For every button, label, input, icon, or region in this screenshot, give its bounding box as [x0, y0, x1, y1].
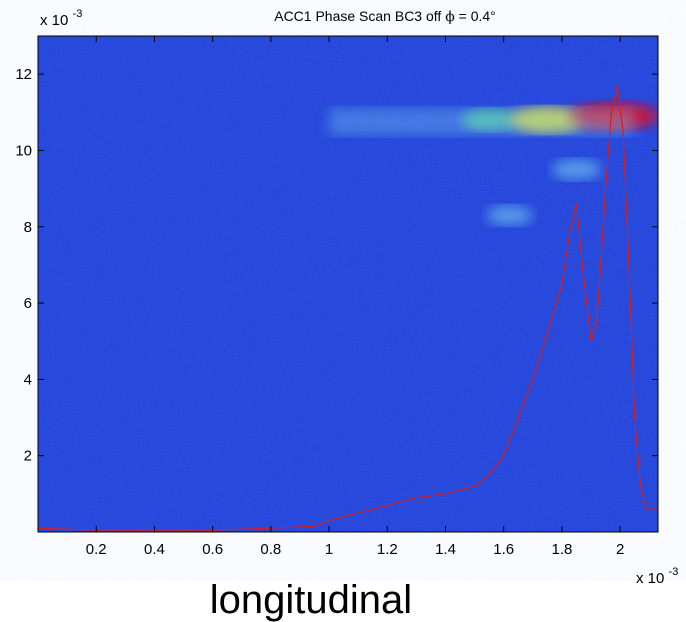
chart-title: ACC1 Phase Scan BC3 off ϕ = 0.4° [274, 8, 496, 25]
x-axis-ticks: 0.2 0.4 0.6 0.8 1 1.2 1.4 1.6 1.8 2 [86, 36, 624, 558]
y-multiplier-base: x 10 [40, 12, 68, 29]
chart-title-text: ACC1 Phase Scan BC3 off [274, 8, 441, 24]
x-tick-label: 0.4 [144, 541, 165, 558]
chart-title-value: = 0.4° [459, 8, 496, 24]
x-tick-label: 0.8 [260, 541, 281, 558]
x-tick-label: 0.2 [86, 541, 107, 558]
y-tick-label: 8 [24, 219, 32, 236]
y-axis-multiplier: x 10 -3 [40, 8, 82, 29]
y-tick-label: 4 [24, 371, 32, 388]
x-axis-label: longitudinal [210, 578, 412, 622]
y-tick-label: 12 [15, 66, 32, 83]
heatmap-streak [329, 108, 635, 136]
x-tick-label: 0.6 [202, 541, 223, 558]
y-multiplier-exponent: -3 [73, 8, 83, 20]
chart-title-symbol: ϕ [445, 9, 455, 25]
heatmap-hot-region [551, 159, 601, 180]
y-tick-label: 10 [15, 142, 32, 159]
plot-frame [37, 35, 659, 533]
x-tick-label: 1.8 [552, 541, 573, 558]
x-axis-multiplier: x 10 -3 [636, 566, 678, 587]
heatmap-hot-region [486, 205, 533, 226]
y-tick-label: 2 [24, 448, 32, 465]
x-multiplier-exponent: -3 [669, 566, 679, 578]
profile-line [38, 85, 658, 531]
y-tick-label: 6 [24, 295, 32, 312]
x-tick-label: 1 [325, 541, 333, 558]
x-tick-label: 1.6 [493, 541, 514, 558]
plot-area [37, 35, 659, 533]
x-tick-label: 2 [616, 541, 624, 558]
x-multiplier-base: x 10 [636, 570, 664, 587]
x-tick-label: 1.4 [435, 541, 456, 558]
x-tick-label: 1.2 [377, 541, 398, 558]
y-axis-ticks: 2 4 6 8 10 12 [15, 66, 658, 465]
heatmap-hot-regions [329, 102, 658, 226]
line-series [38, 85, 658, 531]
